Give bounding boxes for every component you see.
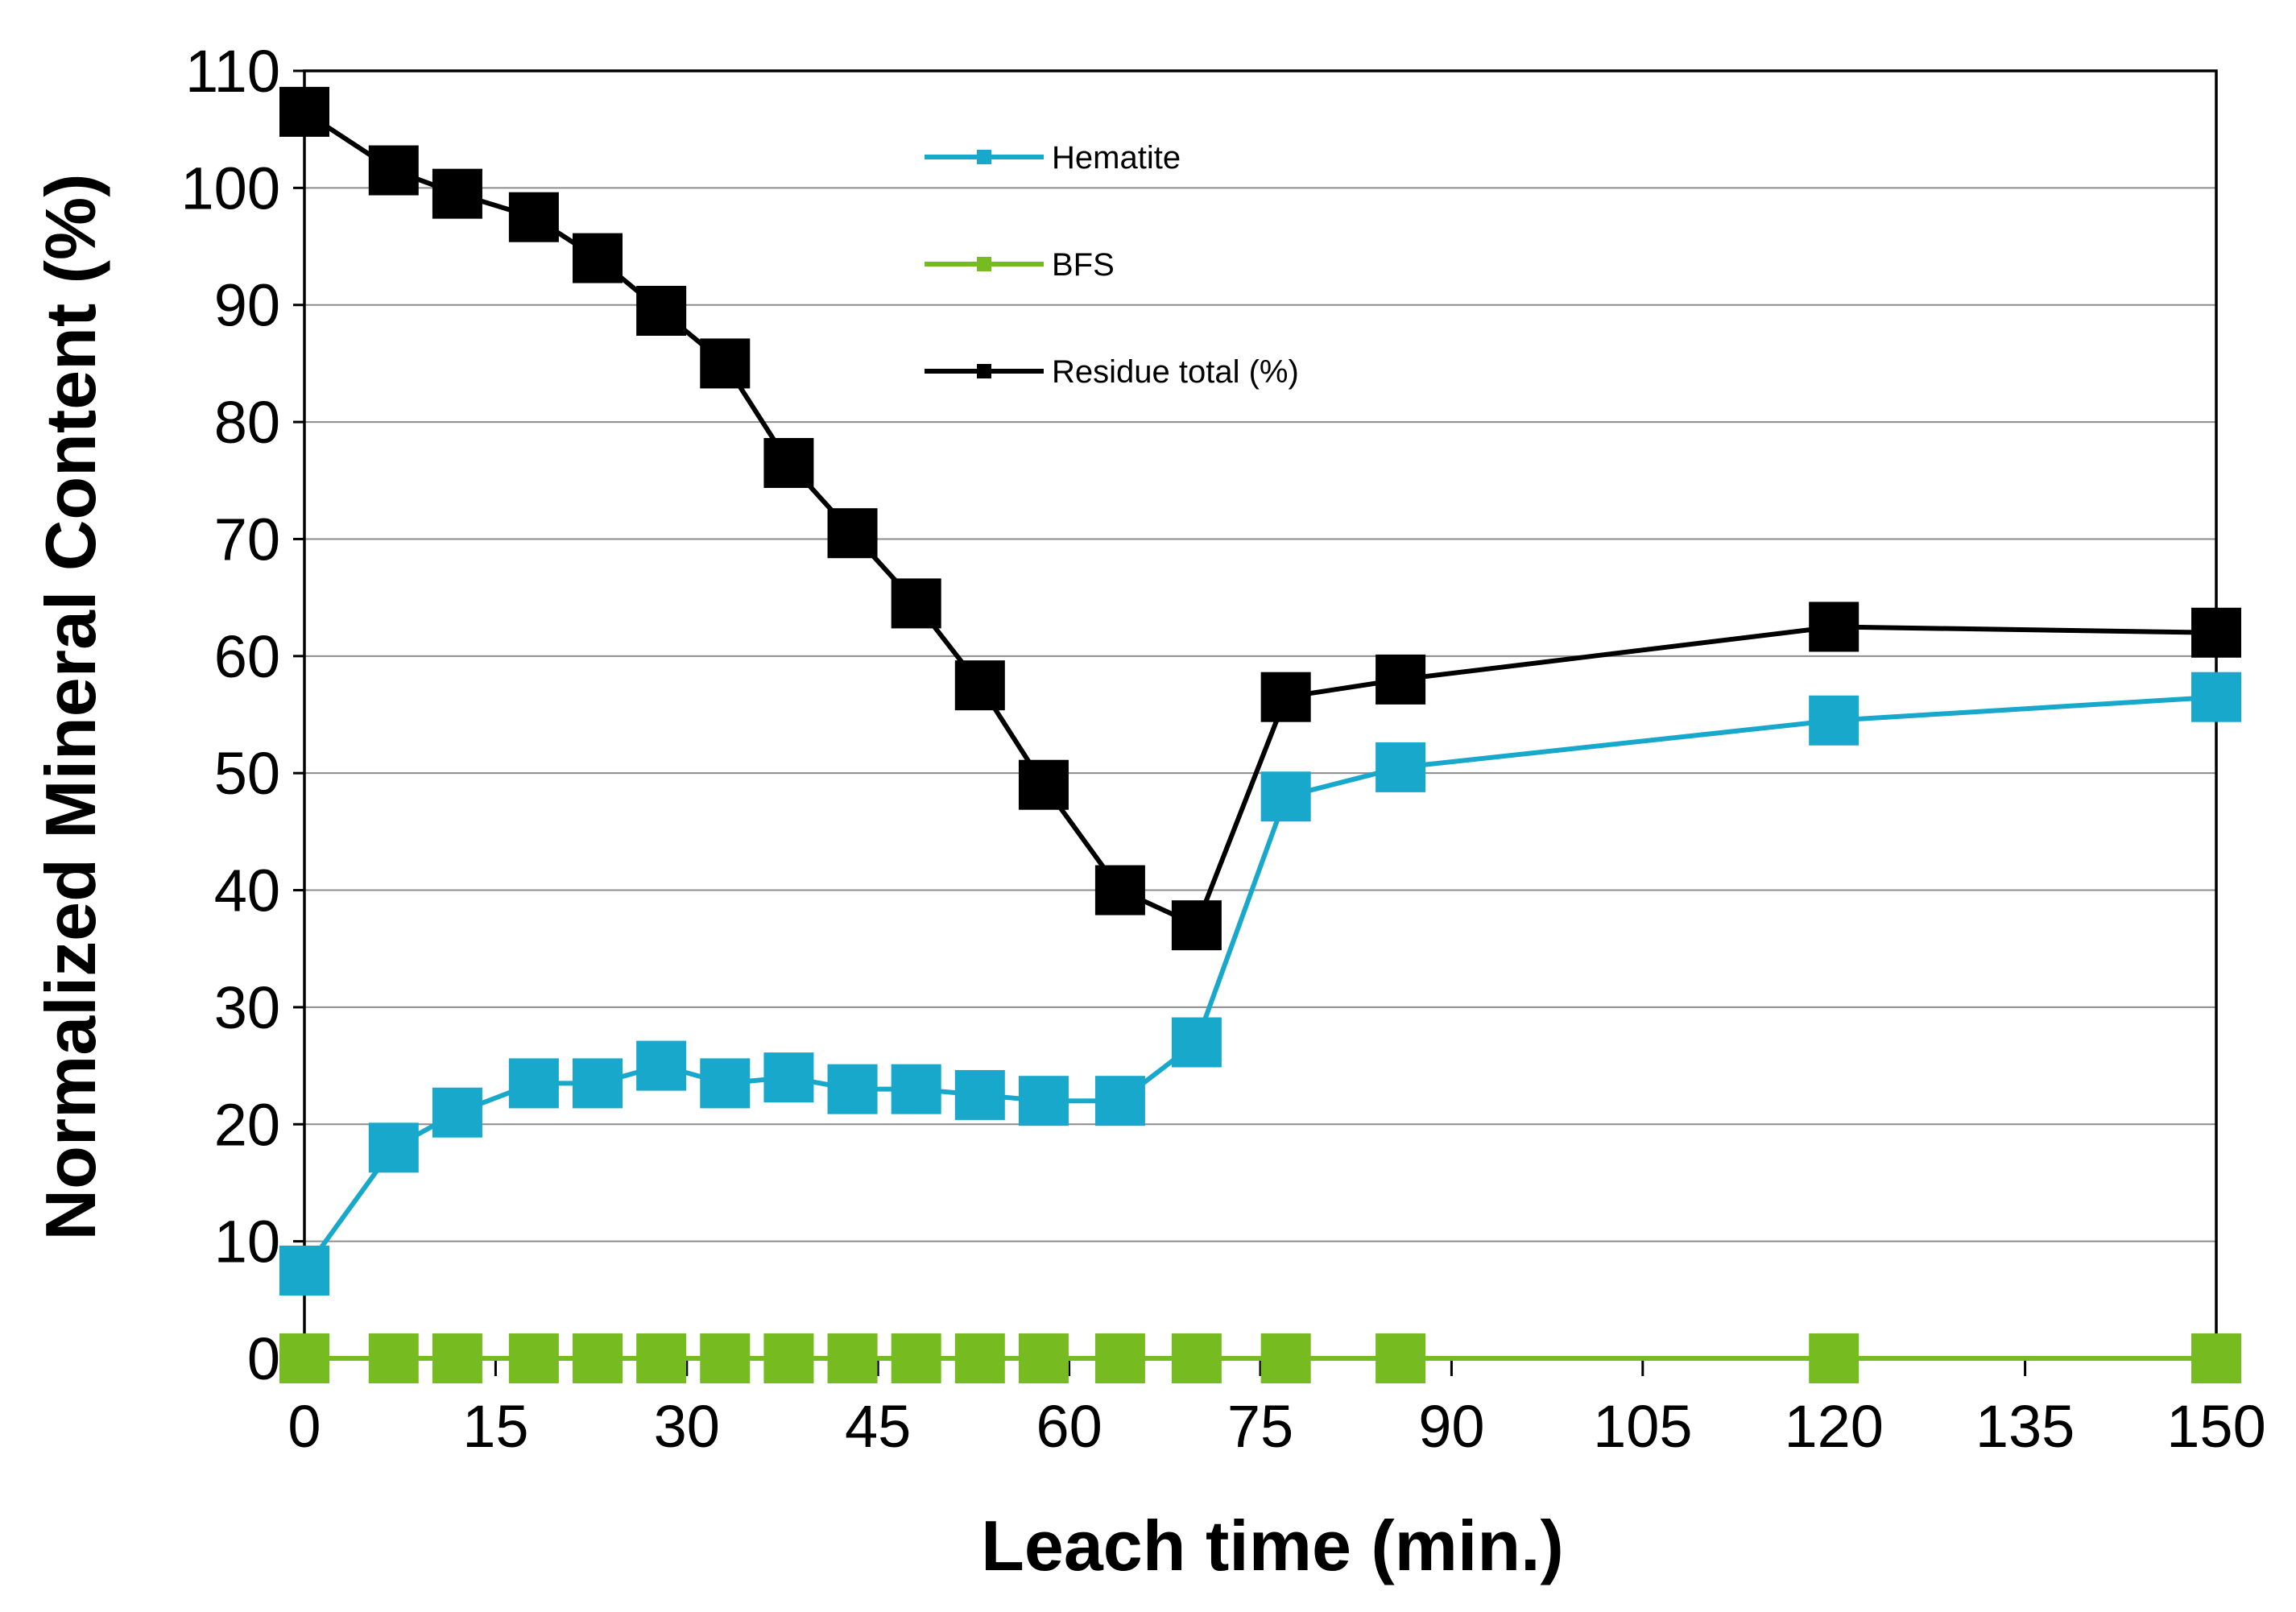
x-tick-label: 135 — [1975, 1393, 2075, 1460]
data-point-hematite — [891, 1064, 941, 1114]
x-tick-label: 0 — [288, 1393, 321, 1460]
data-point-hematite — [573, 1058, 623, 1109]
data-point-residue-total — [891, 578, 941, 629]
data-point-hematite — [1809, 695, 1860, 746]
x-tick-label: 120 — [1784, 1393, 1883, 1460]
data-point-residue-total — [508, 192, 559, 242]
series-layer — [279, 86, 2241, 1383]
data-point-bfs — [432, 1333, 482, 1383]
data-point-hematite — [368, 1122, 419, 1173]
y-axis-title: Normalized Mineral Content (%) — [31, 174, 110, 1241]
axes: 0 10 20 30 40 50 60 70 80 90 100 110 0 15 30 45 60 75 90 10… — [181, 38, 2266, 1460]
legend-marker — [977, 150, 991, 164]
data-point-bfs — [1809, 1333, 1860, 1383]
data-point-bfs — [1171, 1333, 1222, 1383]
legend-label: BFS — [1052, 247, 1115, 283]
data-point-hematite — [1260, 771, 1311, 822]
data-point-residue-total — [368, 145, 419, 196]
data-point-bfs — [891, 1333, 941, 1383]
x-tick-label: 15 — [462, 1393, 528, 1460]
data-point-residue-total — [1809, 601, 1860, 652]
data-point-residue-total — [2191, 607, 2241, 658]
data-point-bfs — [368, 1333, 419, 1383]
data-point-bfs — [763, 1333, 814, 1383]
data-point-hematite — [763, 1052, 814, 1103]
y-tick-label: 90 — [214, 272, 280, 339]
data-point-hematite — [1094, 1076, 1145, 1126]
y-tick-label: 10 — [214, 1209, 280, 1275]
y-tick-label: 110 — [185, 38, 280, 105]
data-point-bfs — [827, 1333, 878, 1383]
data-point-hematite — [1018, 1076, 1069, 1126]
legend-marker — [977, 364, 991, 378]
data-point-residue-total — [1018, 759, 1069, 810]
x-tick-label: 105 — [1593, 1393, 1692, 1460]
x-tick-label: 45 — [845, 1393, 911, 1460]
data-point-hematite — [954, 1069, 1005, 1120]
y-tick-label: 0 — [247, 1325, 280, 1392]
data-point-hematite — [279, 1245, 329, 1296]
data-point-bfs — [508, 1333, 559, 1383]
y-tick-label: 80 — [214, 389, 280, 456]
data-point-residue-total — [1260, 672, 1311, 722]
data-point-hematite — [432, 1087, 482, 1138]
x-tick-label: 75 — [1227, 1393, 1293, 1460]
legend-item-residue-total: Residue total (%) — [925, 354, 1299, 390]
legend-item-bfs: BFS — [925, 247, 1115, 283]
data-point-residue-total — [636, 285, 687, 336]
data-point-residue-total — [827, 508, 878, 559]
data-point-hematite — [636, 1040, 687, 1091]
x-axis-title: Leach time (min.) — [981, 1506, 1564, 1585]
data-point-residue-total — [763, 437, 814, 488]
data-point-hematite — [508, 1058, 559, 1109]
data-point-residue-total — [1171, 900, 1222, 951]
legend-item-hematite: Hematite — [925, 140, 1181, 176]
legend-label: Hematite — [1052, 140, 1181, 176]
x-tick-label: 30 — [654, 1393, 720, 1460]
data-point-bfs — [279, 1333, 329, 1383]
y-tick-label: 100 — [181, 155, 280, 221]
data-point-bfs — [1260, 1333, 1311, 1383]
series-bfs — [279, 1333, 2241, 1383]
series-line-hematite — [302, 694, 2217, 1272]
series-hematite — [279, 672, 2241, 1296]
data-point-bfs — [954, 1333, 1005, 1383]
data-point-bfs — [573, 1333, 623, 1383]
x-tick-label: 60 — [1036, 1393, 1102, 1460]
data-point-bfs — [636, 1333, 687, 1383]
data-point-bfs — [700, 1333, 751, 1383]
data-point-bfs — [1094, 1333, 1145, 1383]
data-point-residue-total — [573, 233, 623, 283]
y-tick-label: 60 — [214, 623, 280, 690]
data-point-residue-total — [1376, 654, 1426, 705]
x-tick-label: 90 — [1418, 1393, 1484, 1460]
y-tick-label: 20 — [214, 1091, 280, 1158]
data-point-hematite — [700, 1058, 751, 1109]
series-residue-total — [279, 86, 2241, 951]
x-tick-label: 150 — [2166, 1393, 2265, 1460]
y-tick-label: 30 — [214, 974, 280, 1041]
legend-marker — [977, 257, 991, 271]
data-point-hematite — [827, 1064, 878, 1114]
grid-lines — [304, 187, 2216, 1242]
data-point-bfs — [2191, 1333, 2241, 1383]
data-point-bfs — [1376, 1333, 1426, 1383]
y-tick-label: 70 — [214, 506, 280, 572]
y-tick-label: 40 — [214, 858, 280, 924]
data-point-residue-total — [279, 86, 329, 137]
y-tick-label: 50 — [214, 740, 280, 807]
data-point-hematite — [1171, 1017, 1222, 1068]
legend-label: Residue total (%) — [1052, 354, 1299, 390]
data-point-hematite — [1376, 742, 1426, 792]
data-point-residue-total — [954, 660, 1005, 711]
data-point-residue-total — [700, 338, 751, 389]
data-point-residue-total — [432, 168, 482, 219]
legend: Hematite BFS Residue total (%) — [925, 140, 1299, 390]
data-point-bfs — [1018, 1333, 1069, 1383]
data-point-hematite — [2191, 672, 2241, 722]
data-point-residue-total — [1094, 865, 1145, 916]
